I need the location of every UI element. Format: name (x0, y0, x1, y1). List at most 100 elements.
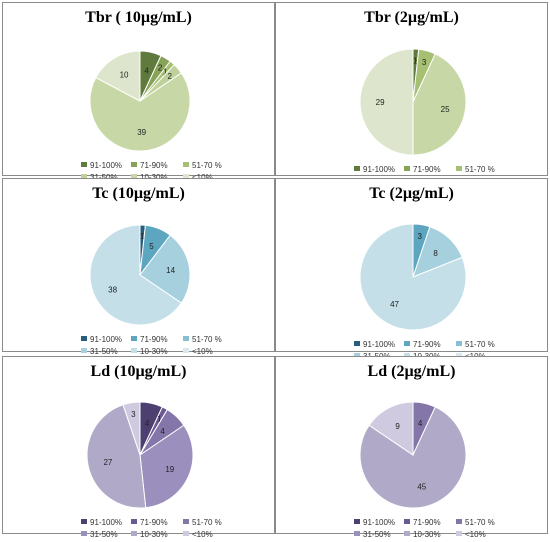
slice-data-label: 4 (144, 67, 149, 76)
legend-swatch (81, 519, 87, 524)
legend-swatch (456, 353, 462, 358)
legend-swatch (354, 166, 360, 171)
legend-label: 91-100% (90, 518, 123, 527)
legend-swatch (404, 519, 410, 524)
legend-swatch (354, 341, 360, 346)
legend-swatch (183, 519, 189, 524)
legend-label: 71-90% (413, 165, 441, 174)
legend-label: <10% (465, 530, 486, 539)
legend-entry: <10% (456, 530, 486, 539)
legend-swatch (183, 174, 189, 179)
legend-entry: 71-90% (131, 161, 168, 170)
legend-label: 10-30% (140, 530, 168, 539)
legend-label: 10-30% (140, 347, 168, 356)
legend-swatch (131, 162, 137, 167)
chart-panel: Ld (10µg/mL) 4 1 4 19 27 3 91-100% 71-90% 51-70 %… (2, 356, 275, 539)
legend-label: 71-90% (140, 335, 168, 344)
slice-data-label: 2 (158, 64, 163, 73)
slice-data-label: 38 (108, 286, 117, 295)
legend-entry: 10-30% (131, 173, 168, 182)
slice-data-label: 29 (376, 98, 385, 107)
legend-label: 31-50% (363, 530, 391, 539)
pie-chart: 4 45 9 (359, 401, 467, 509)
slice-data-label: 27 (103, 458, 112, 467)
legend-swatch (81, 174, 87, 179)
pie-chart: 1 3 25 29 (359, 48, 467, 156)
legend-entry: 31-50% (81, 173, 118, 182)
legend-entry: 51-70 % (456, 518, 495, 527)
pie-slice (412, 53, 467, 156)
chart-title: Tc (2µg/mL) (369, 185, 454, 202)
legend-entry: 31-50% (81, 530, 118, 539)
legend-entry: 91-100% (354, 518, 395, 527)
chart-legend: 91-100% 71-90% 51-70 % 31-50% 10-30% <10% (3, 335, 274, 359)
chart-legend: 91-100% 71-90% 51-70 % 31-50% 10-30% <10% (3, 161, 274, 185)
legend-label: 91-100% (363, 518, 396, 527)
legend-entry: 51-70 % (456, 340, 495, 349)
slice-data-label: 10 (120, 70, 129, 79)
legend-label: 31-50% (90, 530, 118, 539)
legend-swatch (354, 353, 360, 358)
slice-data-label: 2 (167, 72, 172, 81)
legend-label: 31-50% (90, 173, 118, 182)
legend-label: 71-90% (140, 161, 168, 170)
legend-swatch (404, 166, 410, 171)
slice-data-label: 1 (140, 232, 145, 241)
legend-entry: 91-100% (81, 161, 122, 170)
pie-slice (86, 404, 147, 509)
legend-swatch (404, 353, 410, 358)
legend-label: 51-70 % (192, 161, 222, 170)
slice-data-label: 8 (433, 249, 438, 258)
legend-label: 51-70 % (465, 165, 495, 174)
slice-data-label: 19 (165, 465, 174, 474)
legend-entry: 71-90% (404, 518, 441, 527)
pie-chart: 15 14 38 (89, 224, 191, 326)
slice-data-label: 3 (417, 232, 422, 241)
legend-entry: 91-100% (354, 340, 395, 349)
chart-panel: Ld (2µg/mL) 4 45 9 91-100% 71-90% 51-70 % 31-50… (275, 356, 548, 539)
pie-slice (359, 223, 467, 331)
legend-swatch (81, 531, 87, 536)
legend-swatch (81, 348, 87, 353)
legend-label: 51-70 % (465, 518, 495, 527)
slice-data-label: 1 (157, 414, 162, 423)
slice-data-label: 4 (418, 419, 423, 428)
legend-entry: 10-30% (131, 530, 168, 539)
chart-panel: Tc (10µg/mL) 1 5 14 38 91-100% 71-90% 51-70 % 31… (2, 178, 275, 356)
slice-data-label: 5 (149, 242, 154, 251)
legend-swatch (456, 519, 462, 524)
slice-data-label: 1 (413, 57, 418, 66)
legend-label: <10% (192, 347, 213, 356)
chart-title: Tbr (2µg/mL) (364, 9, 459, 26)
legend-label: 51-70 % (192, 518, 222, 527)
legend-entry: 71-90% (131, 335, 168, 344)
legend-entry: 71-90% (404, 165, 441, 174)
legend-label: 51-70 % (465, 340, 495, 349)
slice-data-label: 14 (166, 266, 175, 275)
legend-entry: 51-70 % (183, 518, 222, 527)
pie-chart: 3 8 47 (359, 223, 467, 331)
legend-entry: 71-90% (131, 518, 168, 527)
chart-title: Ld (10µg/mL) (90, 363, 187, 380)
pie-slice (139, 424, 194, 509)
legend-entry: 91-100% (81, 335, 122, 344)
legend-swatch (131, 519, 137, 524)
legend-label: 51-70 % (192, 335, 222, 344)
legend-label: 71-90% (413, 340, 441, 349)
legend-swatch (81, 336, 87, 341)
legend-swatch (354, 519, 360, 524)
slice-data-label: 47 (390, 300, 399, 309)
slice-data-label: 1 (163, 67, 168, 76)
legend-entry: <10% (183, 173, 213, 182)
legend-swatch (131, 348, 137, 353)
legend-label: 91-100% (363, 165, 396, 174)
legend-swatch (456, 531, 462, 536)
legend-entry: 51-70 % (456, 165, 495, 174)
legend-swatch (404, 531, 410, 536)
legend-swatch (131, 174, 137, 179)
legend-swatch (131, 531, 137, 536)
slice-data-label: 3 (131, 410, 136, 419)
legend-label: 91-100% (90, 161, 123, 170)
